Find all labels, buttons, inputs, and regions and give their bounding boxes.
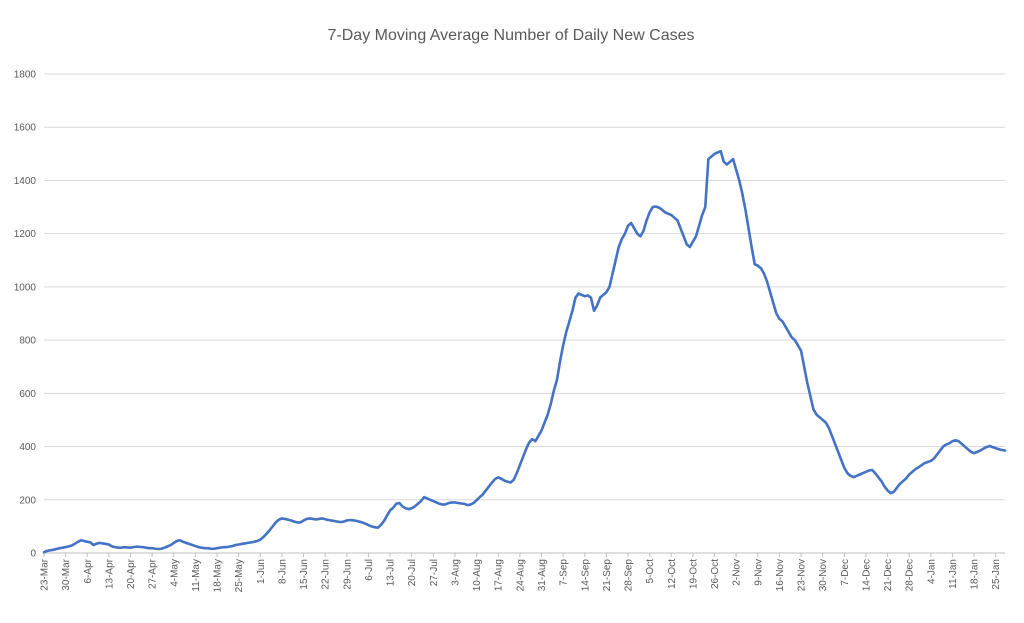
- x-tick-label: 15-Jun: [299, 559, 310, 590]
- y-tick-label: 1000: [14, 282, 37, 293]
- y-tick-label: 1200: [14, 229, 37, 240]
- y-axis-ticks: 0 200 400 600 800 1000 1200 1400 1600 1800: [14, 70, 37, 560]
- x-tick-label: 26-Oct: [710, 559, 721, 589]
- x-tick-label: 5-Oct: [645, 559, 656, 584]
- series-layer: [42, 149, 1007, 554]
- x-tick-label: 20-Apr: [126, 558, 137, 589]
- x-tick-label: 28-Dec: [905, 559, 916, 591]
- x-tick-label: 14-Sep: [580, 559, 591, 592]
- x-tick-label: 8-Jun: [277, 559, 288, 584]
- gridlines: [44, 73, 1005, 501]
- x-tick-label: 11-Jan: [948, 559, 959, 589]
- x-tick-label: 25-Jan: [991, 559, 1002, 590]
- x-tick-label: 17-Aug: [494, 559, 505, 591]
- y-tick-label: 400: [19, 442, 36, 453]
- x-tick-label: 10-Aug: [472, 559, 483, 591]
- x-tick-label: 27-Apr: [148, 558, 159, 589]
- x-tick-label: 3-Aug: [450, 559, 461, 586]
- x-tick-label: 21-Sep: [602, 559, 613, 592]
- y-tick-label: 1400: [14, 176, 37, 187]
- x-tick-label: 22-Jun: [321, 559, 332, 590]
- x-tick-label: 11-May: [191, 559, 202, 592]
- x-tick-label: 30-Nov: [818, 559, 829, 591]
- x-tick-label: 18-May: [213, 559, 224, 592]
- x-tick-label: 29-Jun: [342, 559, 353, 590]
- x-tick-label: 27-Jul: [429, 559, 440, 586]
- y-tick-label: 1800: [14, 70, 37, 81]
- y-tick-label: 0: [30, 549, 36, 560]
- x-tick-label: 21-Dec: [883, 559, 894, 591]
- x-tick-label: 24-Aug: [515, 559, 526, 591]
- chart-title: 7-Day Moving Average Number of Daily New…: [328, 27, 695, 44]
- x-tick-label: 13-Jul: [386, 559, 397, 586]
- x-tick-label: 4-Jan: [926, 559, 937, 584]
- x-tick-label: 9-Nov: [753, 559, 764, 586]
- y-tick-label: 800: [19, 336, 36, 347]
- y-tick-label: 200: [19, 495, 36, 506]
- x-tick-label: 23-Mar: [40, 558, 51, 590]
- x-tick-label: 4-May: [169, 559, 180, 587]
- x-tick-label: 7-Dec: [840, 559, 851, 586]
- x-tick-label: 18-Jan: [970, 559, 981, 590]
- x-tick-label: 28-Sep: [624, 559, 635, 592]
- y-tick-label: 600: [19, 389, 36, 400]
- x-tick-label: 7-Sep: [559, 559, 570, 586]
- x-tick-label: 12-Oct: [667, 559, 678, 589]
- x-tick-label: 19-Oct: [688, 559, 699, 589]
- x-tick-label: 2-Nov: [732, 559, 743, 586]
- x-tick-label: 13-Apr: [104, 558, 115, 589]
- x-tick-label: 20-Jul: [407, 559, 418, 586]
- x-tick-label: 23-Nov: [797, 559, 808, 591]
- x-tick-label: 30-Mar: [61, 558, 72, 590]
- x-tick-label: 25-May: [234, 559, 245, 592]
- x-tick-label: 1-Jun: [256, 559, 267, 584]
- y-tick-label: 1600: [14, 123, 37, 134]
- x-tick-label: 31-Aug: [537, 559, 548, 591]
- series-line-daily-new-cases: [42, 149, 1007, 554]
- x-tick-label: 14-Dec: [861, 559, 872, 591]
- x-axis-ticks: 23-Mar 30-Mar 6-Apr 13-Apr 20-Apr 27-Apr 4-May…: [40, 553, 1002, 592]
- x-tick-label: 6-Jul: [364, 559, 375, 581]
- x-tick-label: 6-Apr: [83, 558, 94, 583]
- x-tick-label: 16-Nov: [775, 559, 786, 591]
